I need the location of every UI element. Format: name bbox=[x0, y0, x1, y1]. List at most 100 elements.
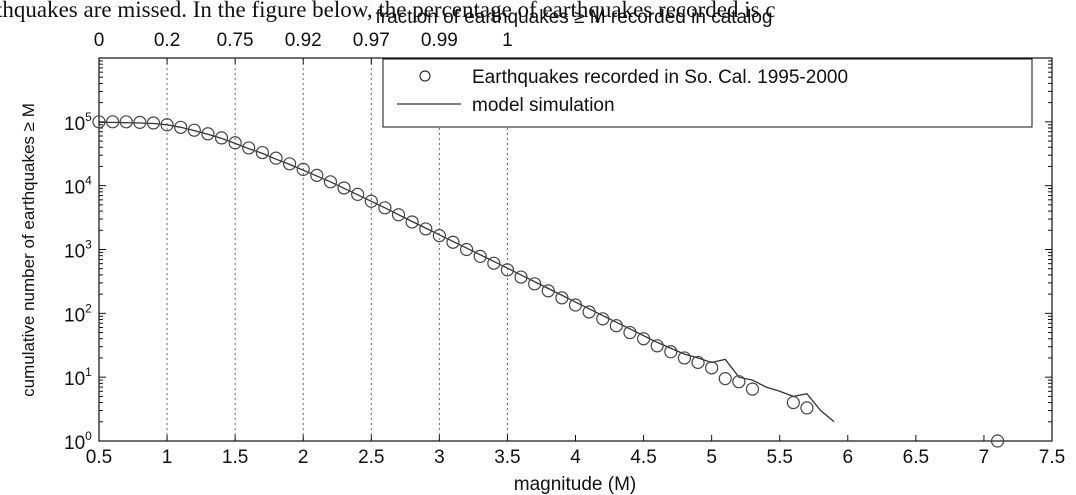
x-tick-label: 2.5 bbox=[358, 447, 384, 468]
data-point bbox=[664, 345, 678, 359]
data-point bbox=[187, 123, 201, 137]
data-point bbox=[310, 168, 324, 182]
data-point bbox=[745, 382, 760, 396]
x-tick-label: 0.5 bbox=[86, 447, 112, 468]
data-point bbox=[146, 116, 161, 130]
data-point bbox=[609, 319, 623, 333]
legend-box bbox=[382, 58, 1033, 128]
y-tick-exponent: 1 bbox=[85, 365, 92, 379]
data-point bbox=[800, 401, 814, 415]
top-tick-label: 0.97 bbox=[353, 30, 390, 51]
data-point bbox=[487, 256, 501, 270]
data-point bbox=[636, 332, 651, 346]
legend-marker-circle bbox=[419, 70, 431, 82]
x-tick-label: 7 bbox=[979, 447, 990, 468]
x-axis-label: magnitude (M) bbox=[514, 474, 637, 495]
top-tick-label: 0.99 bbox=[421, 30, 458, 51]
data-point bbox=[500, 263, 515, 277]
x-tick-label: 3 bbox=[434, 447, 445, 468]
data-point bbox=[990, 434, 1005, 448]
data-point bbox=[119, 115, 133, 129]
y-tick-label: 102 bbox=[64, 301, 92, 326]
legend-label-observed: Earthquakes recorded in So. Cal. 1995-20… bbox=[472, 67, 848, 88]
data-point bbox=[269, 151, 283, 165]
data-point bbox=[691, 355, 705, 370]
data-point bbox=[459, 242, 474, 257]
data-point bbox=[255, 145, 269, 160]
y-tick-exponent: 5 bbox=[85, 110, 92, 124]
data-point bbox=[582, 305, 596, 319]
data-point bbox=[391, 208, 406, 222]
gridlines bbox=[166, 58, 508, 441]
data-point bbox=[133, 115, 147, 129]
y-tick-exponent: 0 bbox=[85, 429, 92, 443]
top-tick-labels: 0 0.2 0.75 0.92 0.97 0.99 1 bbox=[94, 30, 513, 51]
data-point bbox=[568, 298, 583, 312]
data-point bbox=[337, 181, 351, 195]
caption-fragment: thquakes are missed. In the figure below… bbox=[0, 0, 776, 22]
data-point bbox=[228, 136, 242, 150]
data-point bbox=[323, 175, 338, 189]
data-point bbox=[405, 215, 419, 229]
top-tick-label: 0.75 bbox=[217, 30, 254, 51]
x-tick-labels: 0.5 1 1.5 2 2.5 3 3.5 4 4.5 5 5.5 6 6.5 7 7.5 bbox=[86, 447, 1065, 468]
x-tick-label: 4.5 bbox=[630, 447, 656, 468]
series-layer bbox=[92, 115, 1005, 448]
top-tick-label: 1 bbox=[502, 30, 513, 51]
x-tick-label: 1 bbox=[162, 447, 173, 468]
y-tick-exponent: 3 bbox=[85, 238, 92, 252]
data-point bbox=[174, 120, 188, 134]
data-point bbox=[718, 371, 732, 386]
x-tick-label: 5 bbox=[706, 447, 717, 468]
data-point bbox=[92, 115, 106, 129]
top-tick-label: 0.92 bbox=[285, 30, 322, 51]
data-point bbox=[623, 325, 637, 340]
y-tick-exponent: 2 bbox=[85, 301, 92, 315]
y-tick-label: 103 bbox=[64, 238, 92, 263]
data-point bbox=[364, 194, 378, 208]
top-tick-label: 0 bbox=[94, 30, 105, 51]
data-point bbox=[705, 361, 719, 375]
data-point bbox=[650, 339, 664, 353]
data-point bbox=[160, 118, 174, 132]
x-tick-label: 1.5 bbox=[222, 447, 248, 468]
data-point bbox=[283, 157, 297, 171]
data-point bbox=[432, 229, 446, 243]
top-axis-label: fraction of earthquakes ≥ M recorded in … bbox=[376, 7, 773, 28]
data-point bbox=[514, 270, 528, 284]
data-point bbox=[419, 222, 433, 236]
data-point bbox=[378, 201, 392, 215]
top-tick-label: 0.2 bbox=[154, 30, 180, 51]
x-tick-label: 7.5 bbox=[1039, 447, 1065, 468]
y-tick-label: 105 bbox=[64, 110, 92, 135]
data-point bbox=[446, 235, 460, 249]
x-tick-label: 6 bbox=[842, 447, 853, 468]
data-point bbox=[106, 115, 120, 129]
data-point bbox=[528, 277, 542, 291]
x-tick-label: 2 bbox=[298, 447, 309, 468]
data-point bbox=[541, 284, 555, 298]
data-point bbox=[677, 351, 692, 365]
legend-label-model: model simulation bbox=[472, 95, 615, 116]
legend: Earthquakes recorded in So. Cal. 1995-20… bbox=[382, 58, 1033, 128]
data-point bbox=[732, 375, 746, 389]
y-tick-label: 104 bbox=[64, 174, 92, 199]
y-tick-exponent: 4 bbox=[85, 174, 92, 188]
data-point bbox=[473, 249, 487, 263]
y-tick-label: 101 bbox=[64, 365, 92, 390]
axis-ticks bbox=[98, 58, 1053, 442]
y-axis-label: cumulative number of earthquakes ≥ M bbox=[19, 103, 38, 397]
x-tick-label: 6.5 bbox=[903, 447, 929, 468]
x-tick-label: 4 bbox=[570, 447, 581, 468]
data-point bbox=[242, 141, 256, 155]
data-point bbox=[296, 162, 310, 176]
model-simulation-line bbox=[99, 121, 835, 423]
data-point bbox=[214, 131, 229, 145]
data-point bbox=[786, 395, 800, 410]
data-point bbox=[596, 312, 610, 326]
x-tick-label: 3.5 bbox=[494, 447, 520, 468]
data-point bbox=[201, 127, 215, 141]
x-tick-label: 5.5 bbox=[767, 447, 793, 468]
